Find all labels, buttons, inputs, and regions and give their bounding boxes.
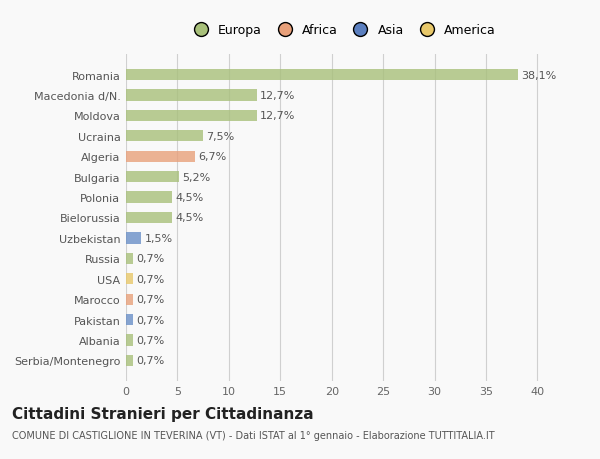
Text: 5,2%: 5,2% <box>182 172 211 182</box>
Bar <box>126 314 133 325</box>
Text: 0,7%: 0,7% <box>136 315 164 325</box>
Text: COMUNE DI CASTIGLIONE IN TEVERINA (VT) - Dati ISTAT al 1° gennaio - Elaborazione: COMUNE DI CASTIGLIONE IN TEVERINA (VT) -… <box>12 430 494 440</box>
Text: Cittadini Stranieri per Cittadinanza: Cittadini Stranieri per Cittadinanza <box>12 406 314 421</box>
Bar <box>126 335 133 346</box>
Bar <box>126 111 257 122</box>
Bar <box>126 131 203 142</box>
Text: 38,1%: 38,1% <box>521 71 556 80</box>
Text: 4,5%: 4,5% <box>175 213 203 223</box>
Text: 0,7%: 0,7% <box>136 356 164 365</box>
Text: 0,7%: 0,7% <box>136 274 164 284</box>
Text: 0,7%: 0,7% <box>136 335 164 345</box>
Text: 12,7%: 12,7% <box>260 91 295 101</box>
Bar <box>126 90 257 101</box>
Text: 7,5%: 7,5% <box>206 132 235 141</box>
Bar <box>126 253 133 264</box>
Bar <box>126 355 133 366</box>
Bar <box>126 192 172 203</box>
Text: 0,7%: 0,7% <box>136 295 164 304</box>
Text: 1,5%: 1,5% <box>145 233 173 243</box>
Text: 0,7%: 0,7% <box>136 254 164 264</box>
Bar <box>126 151 195 162</box>
Text: 6,7%: 6,7% <box>198 152 226 162</box>
Bar <box>126 70 518 81</box>
Legend: Europa, Africa, Asia, America: Europa, Africa, Asia, America <box>183 19 501 42</box>
Bar <box>126 213 172 224</box>
Bar <box>126 274 133 285</box>
Text: 4,5%: 4,5% <box>175 193 203 203</box>
Text: 12,7%: 12,7% <box>260 111 295 121</box>
Bar <box>126 233 142 244</box>
Bar <box>126 172 179 183</box>
Bar <box>126 294 133 305</box>
